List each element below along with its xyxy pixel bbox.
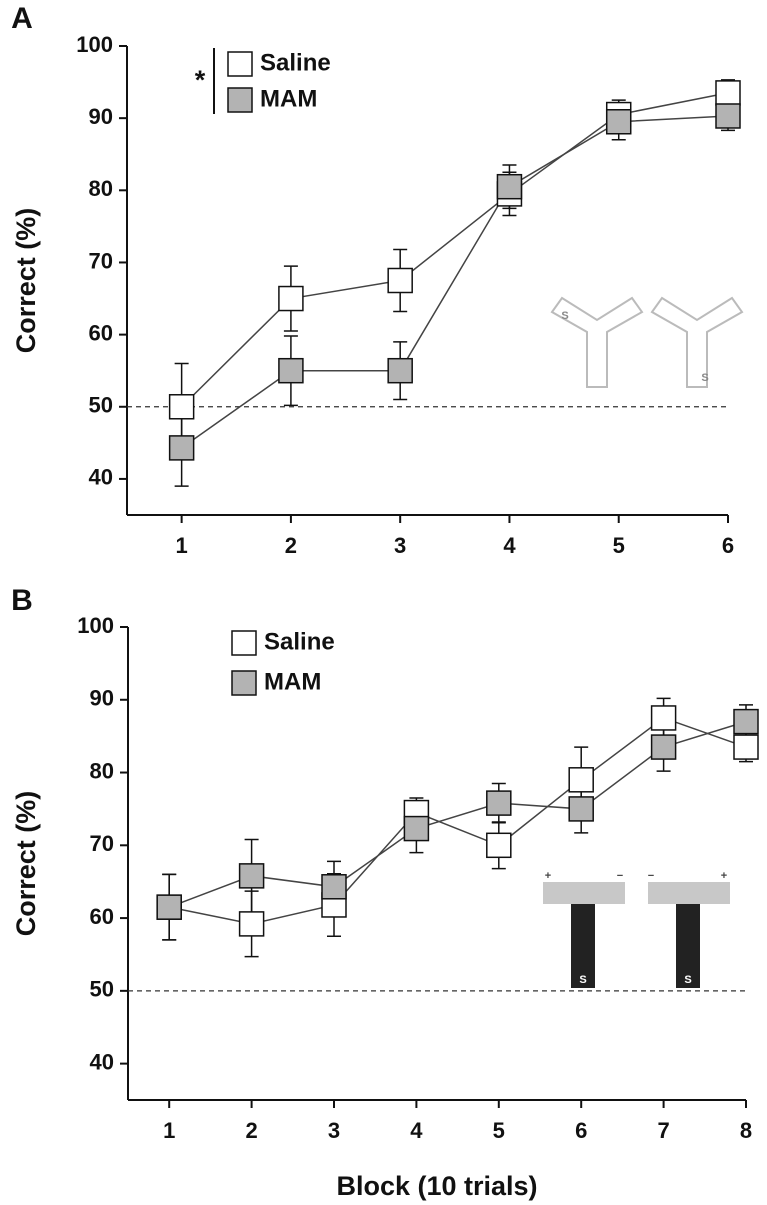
inset-label: S [579,974,586,986]
marker [568,796,594,822]
marker [278,357,304,384]
inset-label: + [545,870,551,882]
marker [238,911,265,937]
inset-label: S [701,372,708,384]
marker [650,734,677,760]
marker [238,863,265,889]
y-tick-label: 100 [77,613,114,638]
marker [496,173,523,200]
y-tick-label: 100 [76,32,113,57]
y-axis-label: Correct (%) [11,791,41,937]
legend-label: Saline [264,628,335,655]
y-tick-label: 80 [89,176,113,201]
legend-swatch [227,51,253,77]
marker [278,285,304,312]
y-tick-label: 90 [90,686,114,711]
marker [605,109,632,135]
inset-label: − [648,870,654,882]
panel-label: B [11,584,33,617]
x-tick-label: 4 [410,1118,423,1143]
y-tick-label: 70 [90,831,114,856]
x-tick-label: 4 [503,533,516,558]
panel-label: A [11,2,33,35]
y-tick-label: 70 [89,248,113,273]
legend-swatch [231,670,257,696]
y-tick-label: 60 [90,904,114,929]
series-line [169,717,747,925]
y-tick-label: 40 [90,1049,114,1074]
y-tick-label: 60 [89,320,113,345]
x-tick-label: 1 [176,533,188,558]
x-tick-label: 3 [394,533,406,558]
x-tick-label: 2 [285,533,297,558]
y-tick-label: 50 [90,977,114,1002]
marker [650,705,677,731]
marker [486,832,512,859]
x-tick-label: 5 [613,533,625,558]
marker [715,103,741,129]
marker [168,394,195,420]
marker [387,267,413,294]
marker [486,790,512,816]
legend-swatch [231,630,257,656]
legend-label: Saline [260,49,331,76]
x-tick-label: 3 [328,1118,340,1143]
t-maze-inset [543,882,730,988]
inset-label: S [561,310,568,322]
legend-label: MAM [260,85,317,112]
marker [568,767,594,793]
y-axis-label: Correct (%) [11,208,41,354]
x-tick-label: 1 [163,1118,175,1143]
inset-label: − [617,870,623,882]
marker [403,815,430,842]
y-tick-label: 90 [89,104,113,129]
x-tick-label: 5 [493,1118,505,1143]
y-tick-label: 50 [89,393,113,418]
significance-star: * [195,65,206,95]
legend-swatch [227,87,253,113]
x-tick-label: 2 [245,1118,257,1143]
inset-label: + [721,870,727,882]
x-tick-label: 7 [657,1118,669,1143]
x-tick-label: 6 [575,1118,587,1143]
marker [387,357,413,384]
legend-label: MAM [264,668,321,695]
marker [733,734,759,760]
y-tick-label: 80 [90,758,114,783]
marker [733,708,759,735]
x-tick-label: 8 [740,1118,752,1143]
marker [321,874,347,900]
x-tick-label: 6 [722,533,734,558]
marker [168,435,195,461]
y-maze-inset [550,296,744,388]
series-line [181,115,729,449]
inset-label: S [684,974,691,986]
x-axis-label: Block (10 trials) [336,1171,537,1201]
y-tick-label: 40 [89,465,113,490]
marker [156,894,182,920]
series-line [181,92,729,408]
series-line [168,720,747,908]
marker [715,80,741,106]
